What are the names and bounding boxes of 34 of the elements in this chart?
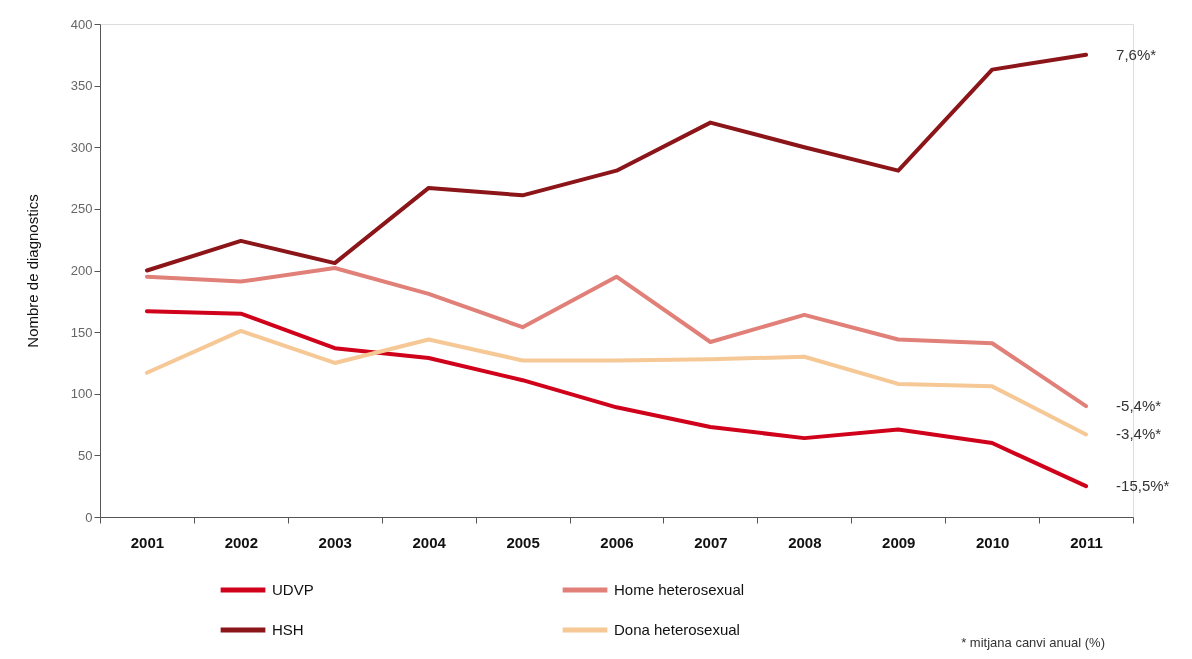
x-tick-label: 2004 [412, 533, 447, 551]
legend-label: Dona heterosexual [614, 621, 740, 638]
y-tick-label: 200 [70, 263, 93, 278]
y-tick-label: 0 [85, 509, 93, 525]
text: * mitjana canvi anual (%) [961, 635, 1105, 650]
y-tick-label: 150 [70, 324, 93, 340]
y-axis-title: Nombre de diagnostics [23, 194, 41, 348]
y-tick-label: 100 [70, 386, 93, 402]
x-tick-label: 2002 [224, 533, 259, 551]
x-tick-label: 2007 [694, 533, 728, 551]
y-tick-label: 250 [70, 201, 93, 217]
x-tick-label: 2011 [1070, 533, 1103, 551]
y-tick-label: 350 [70, 78, 93, 94]
annotation: -5,4%* [1116, 397, 1162, 415]
y-tick-label: 300 [70, 139, 93, 155]
x-tick-label: 2001 [130, 533, 165, 551]
y-tick-label: 400 [70, 16, 93, 32]
legend-label: HSH [272, 621, 304, 638]
x-tick-label: 2003 [318, 533, 352, 551]
x-tick-label: 2009 [882, 533, 916, 551]
line-series [144, 328, 1089, 437]
x-tick-label: 2006 [600, 533, 634, 551]
legend-label: Home heterosexual [614, 581, 745, 598]
annotation: -3,4%* [1116, 425, 1162, 443]
x-tick-label: 2010 [975, 533, 1010, 551]
x-tick-label: 2008 [788, 533, 822, 551]
y-tick-label: 50 [78, 447, 93, 463]
line-series [144, 52, 1089, 273]
annotation: 7,6%* [1116, 45, 1157, 63]
x-tick-label: 2005 [506, 533, 540, 551]
line-series [144, 309, 1089, 489]
legend-label: UDVP [272, 581, 314, 598]
annotation: -15,5%* [1116, 477, 1170, 495]
line-series [144, 266, 1089, 409]
